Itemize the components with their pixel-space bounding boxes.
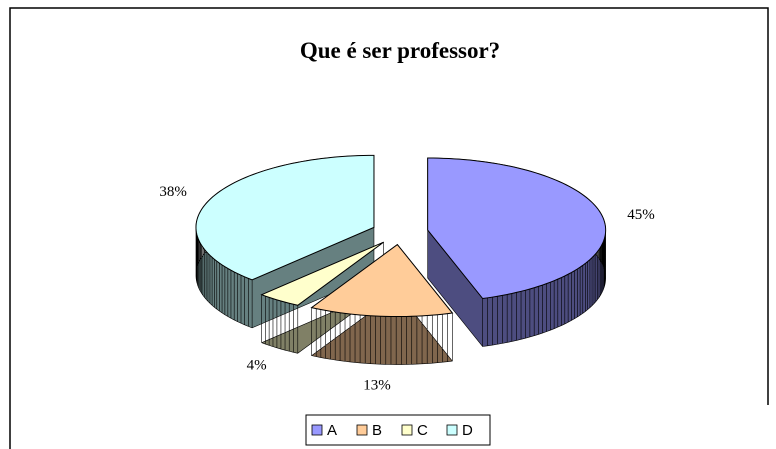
legend-box xyxy=(305,414,491,446)
slice xyxy=(260,241,384,354)
legend-swatch xyxy=(311,424,323,436)
slice-top xyxy=(260,241,384,306)
legend-label: B xyxy=(372,422,382,439)
data-label: 4% xyxy=(247,358,267,374)
slice-top xyxy=(427,157,607,300)
data-label: 13% xyxy=(363,378,391,394)
slice-top xyxy=(310,243,454,318)
slice xyxy=(310,243,454,365)
data-label: 45% xyxy=(627,207,655,223)
legend-swatch xyxy=(401,424,413,436)
chart-title: Que é ser professor? xyxy=(300,38,500,63)
legend-label: A xyxy=(327,422,337,439)
slice-top xyxy=(195,154,375,281)
slice xyxy=(427,157,607,347)
data-label: 38% xyxy=(159,184,187,200)
legend-swatch xyxy=(446,424,458,436)
legend-label: C xyxy=(417,422,428,439)
legend: A B C D xyxy=(305,414,491,446)
legend-swatch xyxy=(356,424,368,436)
slice xyxy=(195,154,375,329)
chart-border xyxy=(9,7,769,449)
legend-label: D xyxy=(462,422,473,439)
